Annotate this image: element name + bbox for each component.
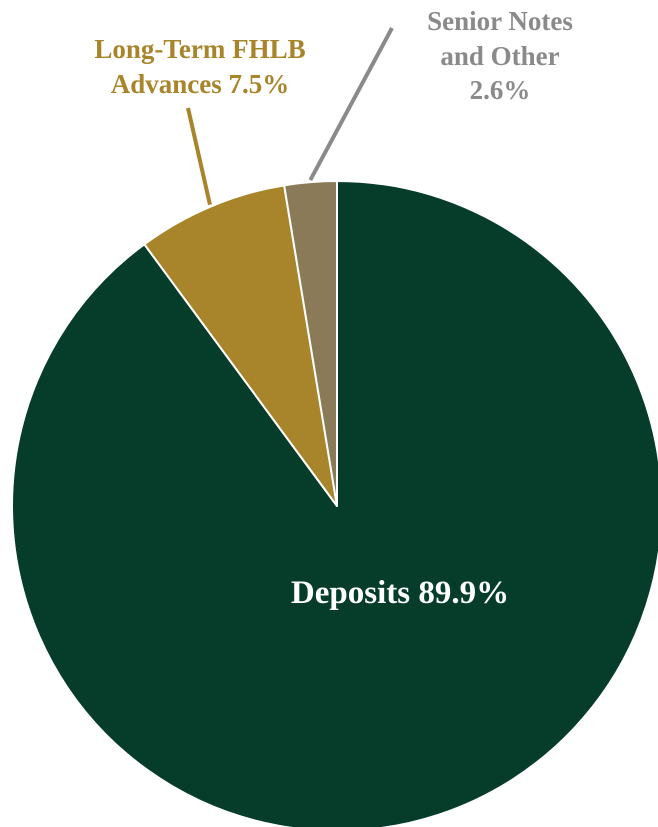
- senior-notes-label-line-1: Senior Notes: [427, 6, 573, 36]
- leader-line-senior-notes-and-other: [308, 27, 394, 182]
- deposits-label: Deposits 89.9%: [250, 572, 550, 614]
- fhlb-advances-label: Long-Term FHLB Advances 7.5%: [40, 32, 360, 101]
- senior-notes-label: Senior Notes and Other 2.6%: [390, 4, 610, 108]
- pie-slice-long-term-fhlb-advances: [143, 184, 338, 507]
- senior-notes-label-line-3: 2.6%: [469, 75, 531, 106]
- pie-slice-senior-notes-and-other: [283, 180, 338, 507]
- senior-notes-label-line-2: and Other: [440, 40, 560, 71]
- deposits-label-text: Deposits 89.9%: [290, 575, 510, 611]
- leader-line-long-term-fhlb-advances: [186, 107, 212, 206]
- fhlb-advances-label-line-1: Long-Term FHLB: [94, 34, 306, 64]
- fhlb-advances-label-line-2: Advances 7.5%: [110, 68, 290, 99]
